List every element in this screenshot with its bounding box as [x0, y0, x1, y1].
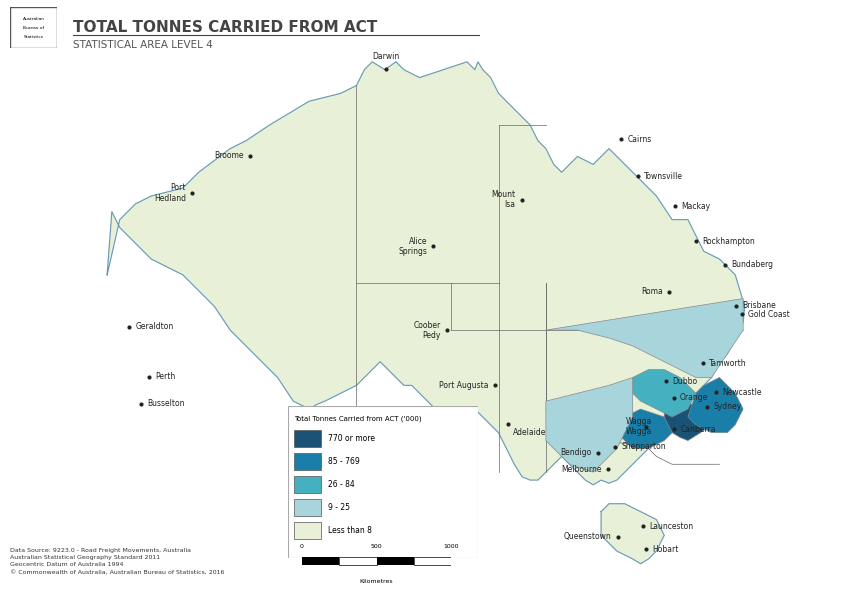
Text: Adelaide: Adelaide: [513, 428, 546, 437]
Text: Bureau of: Bureau of: [23, 26, 44, 30]
Text: Geraldton: Geraldton: [136, 322, 174, 331]
Text: Hobart: Hobart: [652, 544, 679, 554]
Text: Broome: Broome: [214, 151, 244, 160]
Text: Busselton: Busselton: [147, 399, 185, 408]
Text: Shepparton: Shepparton: [622, 442, 666, 451]
Polygon shape: [633, 370, 696, 417]
Text: Orange: Orange: [680, 393, 708, 402]
Polygon shape: [688, 378, 743, 433]
Text: Launceston: Launceston: [649, 522, 693, 531]
Text: Port Augusta: Port Augusta: [439, 381, 488, 390]
Text: Alice
Springs: Alice Springs: [398, 237, 428, 256]
Text: Canberra: Canberra: [681, 425, 716, 434]
Text: Dubbo: Dubbo: [672, 377, 698, 386]
Text: Sydney: Sydney: [713, 402, 741, 411]
Text: Queenstown: Queenstown: [563, 532, 611, 541]
Text: Wagga
Wagga: Wagga Wagga: [625, 417, 652, 436]
Text: Roma: Roma: [640, 287, 663, 296]
Text: Newcastle: Newcastle: [722, 388, 762, 397]
Text: Melbourne: Melbourne: [562, 465, 602, 474]
Polygon shape: [545, 298, 743, 378]
Text: STATISTICAL AREA LEVEL 4: STATISTICAL AREA LEVEL 4: [73, 40, 212, 50]
Text: Bundaberg: Bundaberg: [731, 260, 773, 269]
Text: Australian: Australian: [23, 17, 44, 21]
Polygon shape: [617, 409, 672, 448]
Text: Statistics: Statistics: [24, 35, 44, 39]
Text: TOTAL TONNES CARRIED FROM ACT: TOTAL TONNES CARRIED FROM ACT: [73, 20, 377, 35]
Text: Rockhampton: Rockhampton: [702, 237, 755, 246]
Polygon shape: [545, 378, 633, 472]
Polygon shape: [107, 62, 745, 485]
Text: Townsville: Townsville: [644, 172, 683, 181]
Text: Brisbane: Brisbane: [742, 301, 775, 310]
Text: Mount
Isa: Mount Isa: [492, 190, 516, 209]
Text: Cairns: Cairns: [628, 135, 652, 144]
Text: Mackay: Mackay: [681, 201, 711, 211]
Text: Perth: Perth: [156, 372, 175, 381]
Text: Bendigo: Bendigo: [560, 448, 592, 457]
Text: Gold Coast: Gold Coast: [748, 310, 790, 319]
Text: Darwin: Darwin: [372, 52, 399, 61]
Polygon shape: [664, 401, 716, 440]
Text: Tamworth: Tamworth: [709, 359, 746, 368]
Polygon shape: [601, 504, 664, 564]
Text: Port
Hedland: Port Hedland: [154, 183, 186, 203]
Text: Coober
Pedy: Coober Pedy: [413, 321, 440, 340]
Text: Data Source: 9223.0 - Road Freight Movements, Australia
Australian Statistical G: Data Source: 9223.0 - Road Freight Movem…: [10, 548, 225, 575]
